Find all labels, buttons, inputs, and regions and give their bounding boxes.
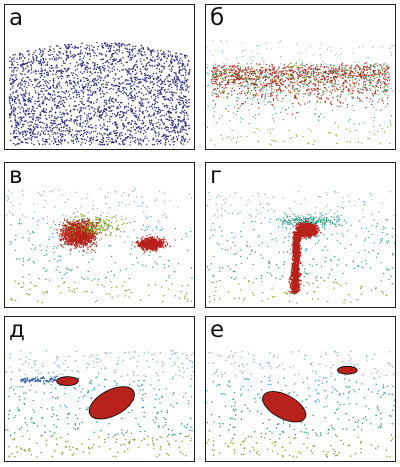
panel-e: д	[4, 316, 195, 462]
particles	[8, 41, 191, 146]
panel-d: г	[205, 162, 396, 308]
particle-cloud	[5, 187, 193, 304]
particle-cloud	[5, 349, 194, 458]
panel-b: б	[205, 4, 396, 150]
particles	[5, 187, 193, 304]
particle-cloud	[206, 350, 395, 458]
panel-f: е	[205, 316, 396, 462]
particles	[206, 190, 395, 304]
panel-label: е	[210, 317, 225, 343]
panel-c: в	[4, 162, 195, 308]
droplet-blob	[337, 365, 358, 375]
particles	[206, 350, 395, 458]
particles	[5, 349, 194, 458]
panel-label: г	[210, 163, 223, 189]
panel-label: в	[9, 163, 23, 189]
particles	[206, 40, 395, 146]
panel-label: б	[210, 5, 225, 31]
droplet-blob	[88, 386, 135, 420]
panel-a: а	[4, 4, 195, 150]
panel-label: д	[9, 317, 25, 343]
droplet-blob	[262, 391, 307, 423]
particle-cloud	[8, 41, 191, 146]
particle-cloud	[206, 190, 395, 304]
particle-cloud	[206, 40, 395, 146]
droplet-blob	[56, 376, 79, 386]
panel-label: а	[9, 5, 24, 31]
